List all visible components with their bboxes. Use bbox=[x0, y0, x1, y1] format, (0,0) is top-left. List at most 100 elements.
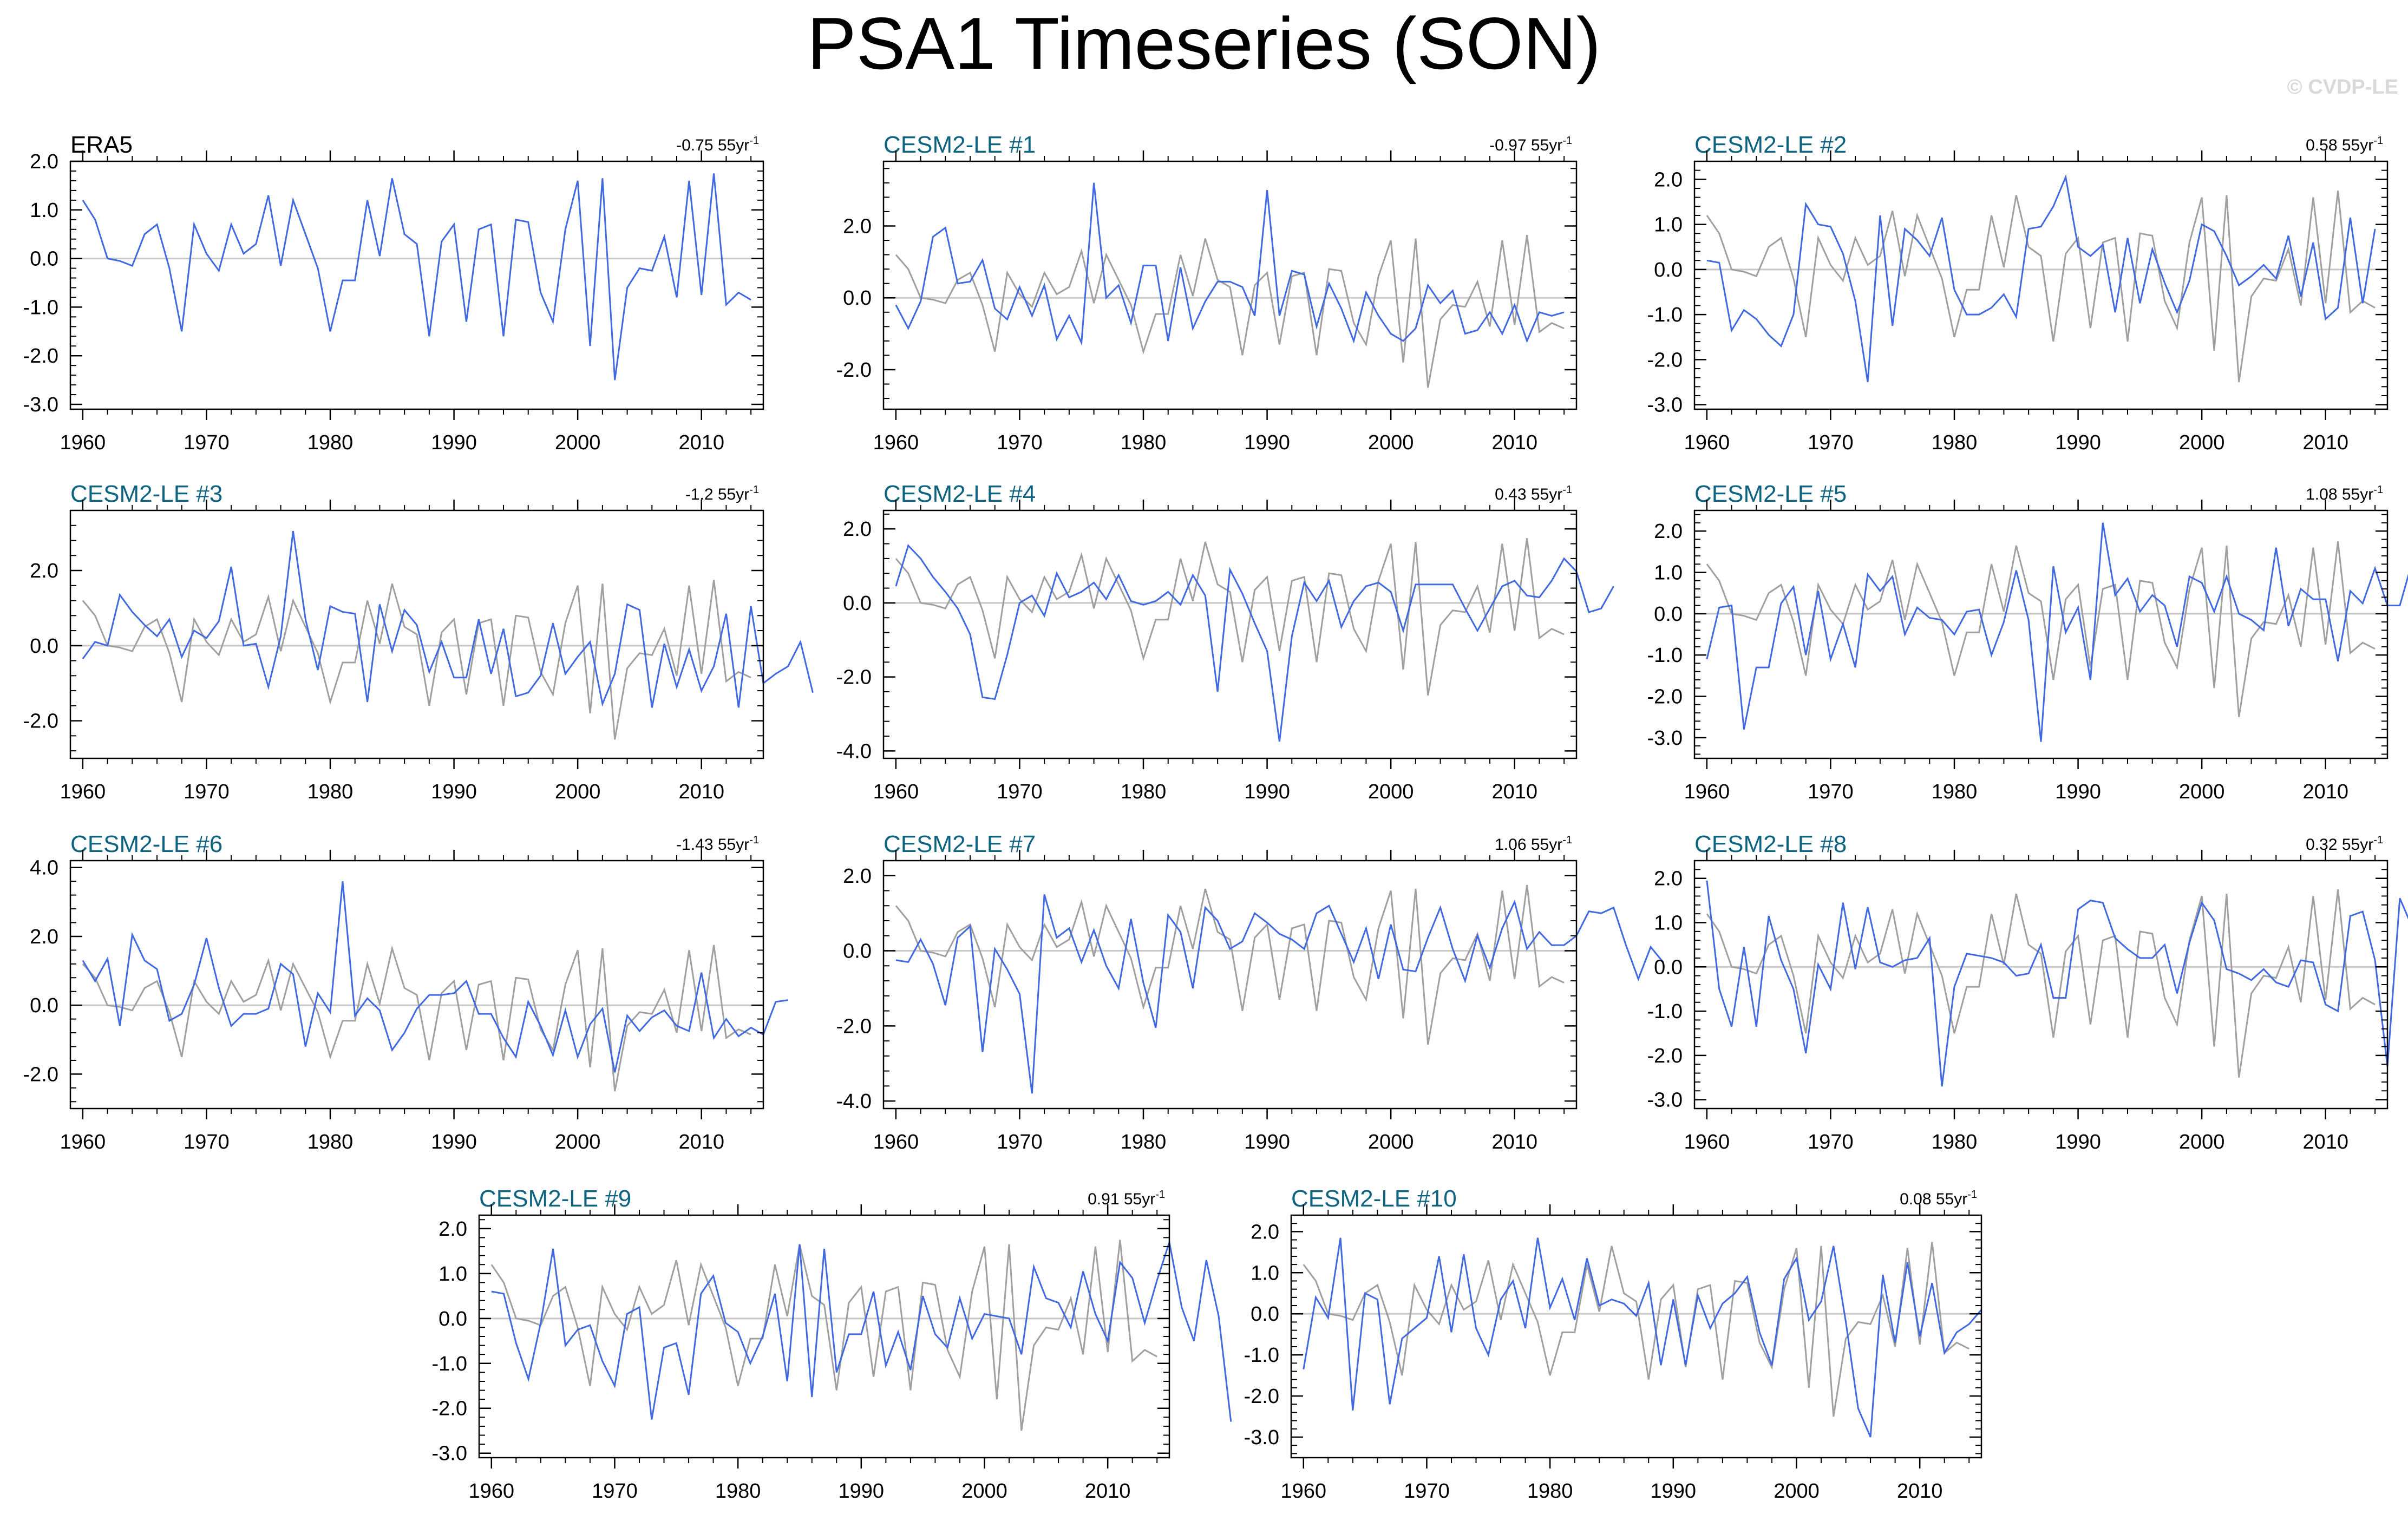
x-tick-label: 2010 bbox=[1897, 1480, 1943, 1503]
x-tick-label: 2000 bbox=[2179, 781, 2225, 803]
x-tick-label: 2000 bbox=[555, 1131, 601, 1153]
x-tick-label: 2010 bbox=[1491, 431, 1537, 454]
plot-frame bbox=[69, 509, 764, 759]
x-tick-label: 1970 bbox=[184, 431, 230, 454]
x-tick-label: 1990 bbox=[839, 1480, 885, 1503]
trend-label: 0.58 55yr-1 bbox=[2306, 135, 2383, 154]
y-tick-label: -2.0 bbox=[23, 710, 58, 733]
x-tick-label: 1980 bbox=[715, 1480, 761, 1503]
y-tick-label: -3.0 bbox=[1647, 394, 1683, 417]
panel-4: CESM2-LE #3 -1.2 55yr-1 2.0 0.0 -2.0 1960 1970… bbox=[23, 481, 814, 803]
y-tick-label: 2.0 bbox=[30, 560, 58, 582]
x-tick-label: 1970 bbox=[1808, 431, 1854, 454]
reference-series-line bbox=[82, 945, 751, 1092]
panel-8: CESM2-LE #7 1.06 55yr-1 2.0 0.0 -2.0 -4.01960… bbox=[836, 831, 1664, 1153]
plot-frame bbox=[882, 160, 1578, 410]
x-tick-label: 1990 bbox=[1244, 1131, 1290, 1153]
x-tick-label: 1980 bbox=[307, 781, 354, 803]
y-tick-label: 0.0 bbox=[843, 940, 872, 963]
x-tick-label: 1980 bbox=[1932, 781, 1978, 803]
y-tick-label: -1.0 bbox=[432, 1353, 467, 1375]
y-tick-label: 0.0 bbox=[1654, 603, 1683, 626]
y-tick-label: -1.0 bbox=[23, 296, 58, 319]
x-tick-label: 1970 bbox=[1808, 781, 1854, 803]
x-tick-label: 1990 bbox=[431, 781, 477, 803]
y-tick-label: 2.0 bbox=[1654, 520, 1683, 543]
trend-label: 0.08 55yr-1 bbox=[1900, 1189, 1977, 1208]
x-tick-label: 1980 bbox=[1121, 1131, 1167, 1153]
x-tick-label: 1980 bbox=[1527, 1480, 1573, 1503]
x-tick-label: 2000 bbox=[1368, 781, 1414, 803]
panel-10: CESM2-LE #9 0.91 55yr-1 2.0 1.0 0.0 -1.0 -2.0 -… bbox=[432, 1185, 1232, 1503]
x-tick-label: 1960 bbox=[468, 1480, 514, 1503]
x-tick-label: 1990 bbox=[2055, 431, 2101, 454]
x-tick-label: 1960 bbox=[1684, 781, 1730, 803]
plot-frame bbox=[882, 860, 1578, 1110]
series-line bbox=[1303, 1237, 1982, 1438]
x-tick-label: 2010 bbox=[1491, 1131, 1537, 1153]
y-tick-label: -1.0 bbox=[1244, 1344, 1279, 1367]
y-tick-label: 0.0 bbox=[843, 592, 872, 615]
reference-series-line bbox=[82, 580, 751, 740]
y-tick-label: -2.0 bbox=[1647, 1045, 1683, 1067]
x-tick-label: 1970 bbox=[1808, 1131, 1854, 1153]
y-tick-label: -3.0 bbox=[1647, 1089, 1683, 1112]
y-tick-label: -2.0 bbox=[836, 1015, 872, 1038]
x-tick-label: 1980 bbox=[1121, 781, 1167, 803]
y-tick-label: -3.0 bbox=[1244, 1426, 1279, 1449]
y-tick-label: 2.0 bbox=[843, 518, 872, 541]
x-tick-label: 2000 bbox=[555, 781, 601, 803]
x-tick-label: 1980 bbox=[1932, 1131, 1978, 1153]
x-tick-label: 1970 bbox=[997, 431, 1043, 454]
y-tick-label: 2.0 bbox=[30, 150, 58, 173]
panel-11: CESM2-LE #10 0.08 55yr-1 2.0 1.0 0.0 -1.0 -2.0… bbox=[1244, 1185, 1982, 1503]
x-tick-label: 2000 bbox=[1774, 1480, 1820, 1503]
watermark: © CVDP-LE bbox=[2287, 76, 2398, 99]
y-tick-label: 2.0 bbox=[1251, 1221, 1279, 1243]
plot-frame bbox=[1693, 509, 2389, 759]
reference-series-line bbox=[1706, 889, 2376, 1078]
y-tick-label: 0.0 bbox=[843, 287, 872, 310]
x-tick-label: 1960 bbox=[873, 431, 919, 454]
x-tick-label: 1960 bbox=[60, 431, 106, 454]
x-tick-label: 1990 bbox=[1244, 781, 1290, 803]
y-tick-label: -1.0 bbox=[1647, 644, 1683, 667]
panel-1: ERA5 -0.75 55yr-1 2.0 1.0 0.0 -1.0 -2.0 -3.0196… bbox=[23, 132, 764, 454]
x-tick-label: 1980 bbox=[1932, 431, 1978, 454]
panel-title: CESM2-LE #5 bbox=[1694, 481, 1847, 507]
y-tick-label: 0.0 bbox=[439, 1308, 467, 1330]
plot-frame bbox=[69, 160, 764, 410]
series-line bbox=[1706, 880, 2408, 1087]
x-tick-label: 2010 bbox=[678, 1131, 724, 1153]
series-line bbox=[82, 530, 814, 708]
x-tick-label: 2010 bbox=[1085, 1480, 1131, 1503]
y-tick-label: -2.0 bbox=[1647, 349, 1683, 371]
y-tick-label: -2.0 bbox=[1244, 1385, 1279, 1408]
y-tick-label: 4.0 bbox=[30, 857, 58, 880]
y-tick-label: -2.0 bbox=[836, 666, 872, 689]
y-tick-label: 1.0 bbox=[1654, 562, 1683, 585]
panel-title: CESM2-LE #4 bbox=[884, 481, 1036, 507]
trend-label: -1.2 55yr-1 bbox=[685, 484, 759, 503]
y-tick-label: 2.0 bbox=[439, 1218, 467, 1241]
x-tick-label: 2010 bbox=[678, 781, 724, 803]
reference-series-line bbox=[895, 884, 1565, 1045]
reference-series-line bbox=[490, 1240, 1157, 1431]
trend-label: -0.97 55yr-1 bbox=[1489, 135, 1572, 154]
y-tick-label: 1.0 bbox=[1251, 1262, 1279, 1284]
x-tick-label: 1990 bbox=[431, 431, 477, 454]
x-tick-label: 2010 bbox=[678, 431, 724, 454]
reference-series-line bbox=[1706, 190, 2376, 383]
series-line bbox=[82, 881, 788, 1073]
reference-series-line bbox=[895, 234, 1565, 388]
series-line bbox=[1706, 174, 2376, 383]
series-line bbox=[82, 173, 751, 381]
x-tick-label: 2010 bbox=[2302, 781, 2348, 803]
trend-label: 1.08 55yr-1 bbox=[2306, 484, 2383, 503]
y-tick-label: 0.0 bbox=[1654, 956, 1683, 979]
panel-title: CESM2-LE #9 bbox=[479, 1185, 631, 1212]
x-tick-label: 1970 bbox=[1404, 1480, 1450, 1503]
x-tick-label: 1990 bbox=[431, 1131, 477, 1153]
y-tick-label: -2.0 bbox=[23, 345, 58, 368]
x-tick-label: 1970 bbox=[184, 781, 230, 803]
